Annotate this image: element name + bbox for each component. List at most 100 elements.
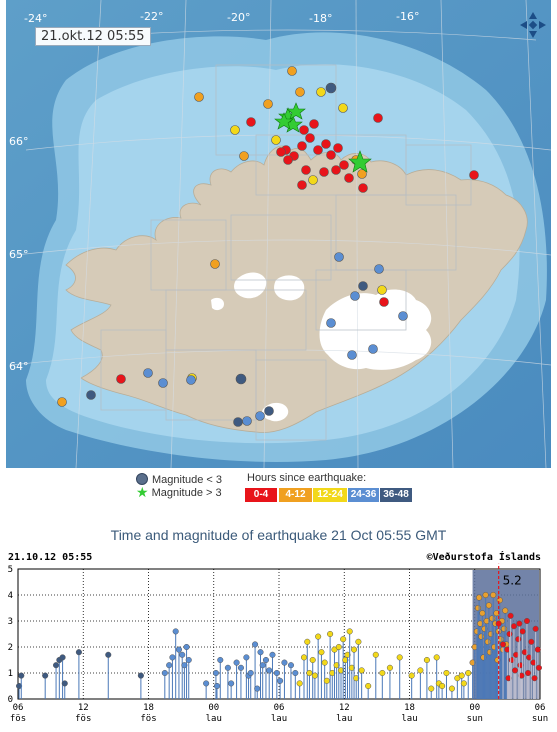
quake-point — [526, 654, 533, 661]
quake-point — [166, 662, 173, 669]
quake-marker[interactable] — [377, 285, 387, 295]
quake-marker[interactable] — [255, 411, 265, 421]
quake-marker[interactable] — [368, 344, 378, 354]
legend-bin-4-12: 4-12 — [279, 488, 312, 502]
quake-point — [183, 643, 190, 651]
quake-point — [259, 662, 266, 669]
quake-marker[interactable] — [339, 160, 349, 170]
quake-point — [269, 651, 276, 658]
quake-marker[interactable] — [326, 150, 336, 160]
quake-marker[interactable] — [210, 259, 220, 269]
quake-marker[interactable] — [264, 406, 274, 416]
quake-marker[interactable] — [276, 147, 286, 157]
quake-marker[interactable] — [239, 151, 249, 161]
quake-point — [311, 672, 318, 679]
quake-marker[interactable] — [321, 139, 331, 149]
y-tick-label: 1 — [8, 669, 13, 679]
quake-marker[interactable] — [57, 397, 67, 407]
quake-point — [485, 602, 492, 609]
quake-star-icon[interactable] — [348, 150, 372, 173]
quake-point — [315, 633, 322, 640]
legend-large-magnitude: ★ Magnitude > 3 — [136, 485, 222, 499]
quake-marker[interactable] — [374, 264, 384, 274]
quake-marker[interactable] — [271, 135, 281, 145]
x-tick-day-label: lau — [271, 714, 287, 724]
y-tick-label: 2 — [8, 643, 13, 653]
quake-marker[interactable] — [338, 103, 348, 113]
quake-point — [105, 651, 112, 658]
chart-copyright: ©Veðurstofa Íslands — [426, 552, 541, 563]
map-timestamp: 21.okt.12 05:55 — [35, 27, 151, 46]
quake-marker[interactable] — [326, 318, 336, 328]
lon-label: -24° — [24, 12, 47, 25]
quake-marker[interactable] — [158, 378, 168, 388]
quake-marker[interactable] — [246, 117, 256, 127]
earthquake-map[interactable]: -24° -22° -20° -18° -16° 66° 65° 64° — [6, 0, 551, 468]
quake-point — [408, 672, 415, 679]
lon-label: -22° — [140, 10, 163, 23]
quake-point — [496, 597, 503, 604]
quake-marker[interactable] — [233, 417, 243, 427]
quake-marker[interactable] — [325, 82, 337, 94]
quake-marker[interactable] — [309, 119, 319, 129]
quake-marker[interactable] — [235, 373, 247, 385]
quake-marker[interactable] — [357, 169, 367, 179]
glacier-hofsjokull — [274, 275, 305, 301]
quake-marker[interactable] — [305, 133, 315, 143]
quake-point — [175, 646, 182, 653]
quake-marker[interactable] — [469, 170, 479, 180]
quake-point — [179, 651, 186, 658]
quake-point — [273, 669, 280, 677]
quake-marker[interactable] — [301, 165, 311, 175]
quake-point — [510, 623, 517, 630]
quake-marker[interactable] — [230, 125, 240, 135]
quake-marker[interactable] — [295, 87, 305, 97]
legend-large-label: Magnitude > 3 — [151, 487, 222, 499]
quake-point — [237, 664, 244, 671]
quake-marker[interactable] — [350, 291, 360, 301]
quake-marker[interactable] — [297, 180, 307, 190]
quake-marker[interactable] — [308, 175, 318, 185]
compass-arrows-icon[interactable] — [518, 10, 548, 40]
quake-marker[interactable] — [358, 183, 368, 193]
quake-marker[interactable] — [313, 145, 323, 155]
quake-point — [477, 620, 484, 627]
quake-marker[interactable] — [344, 173, 354, 183]
quake-marker[interactable] — [373, 113, 383, 123]
quake-star-icon[interactable] — [286, 102, 306, 120]
quake-marker[interactable] — [242, 416, 252, 426]
quake-marker[interactable] — [287, 66, 297, 76]
quake-marker[interactable] — [86, 390, 96, 400]
quake-marker[interactable] — [143, 368, 153, 378]
quake-marker[interactable] — [358, 281, 368, 291]
quake-marker[interactable] — [333, 143, 343, 153]
quake-marker[interactable] — [297, 141, 307, 151]
quake-marker[interactable] — [186, 375, 196, 385]
quake-marker[interactable] — [194, 92, 204, 102]
quake-marker[interactable] — [116, 374, 126, 384]
quake-point — [532, 625, 539, 632]
quake-marker[interactable] — [379, 297, 389, 307]
quake-point — [483, 617, 490, 625]
quake-point — [172, 628, 179, 635]
quake-point — [75, 649, 82, 656]
quake-marker[interactable] — [299, 125, 309, 135]
quake-point — [213, 682, 221, 690]
quake-marker[interactable] — [398, 311, 408, 321]
quake-marker[interactable] — [347, 350, 357, 360]
quake-marker[interactable] — [334, 252, 344, 262]
quake-marker[interactable] — [283, 155, 293, 165]
quake-point — [228, 680, 235, 687]
quake-marker[interactable] — [316, 87, 326, 97]
quake-point — [479, 610, 486, 617]
quake-point — [217, 656, 224, 664]
quake-point — [379, 669, 386, 677]
quake-marker[interactable] — [319, 167, 329, 177]
quake-marker[interactable] — [263, 99, 273, 109]
quake-point — [531, 675, 538, 682]
quake-point — [169, 654, 176, 661]
quake-marker[interactable] — [331, 165, 341, 175]
quake-star-icon[interactable] — [274, 112, 294, 130]
quake-point — [521, 649, 528, 656]
quake-point — [523, 617, 531, 625]
